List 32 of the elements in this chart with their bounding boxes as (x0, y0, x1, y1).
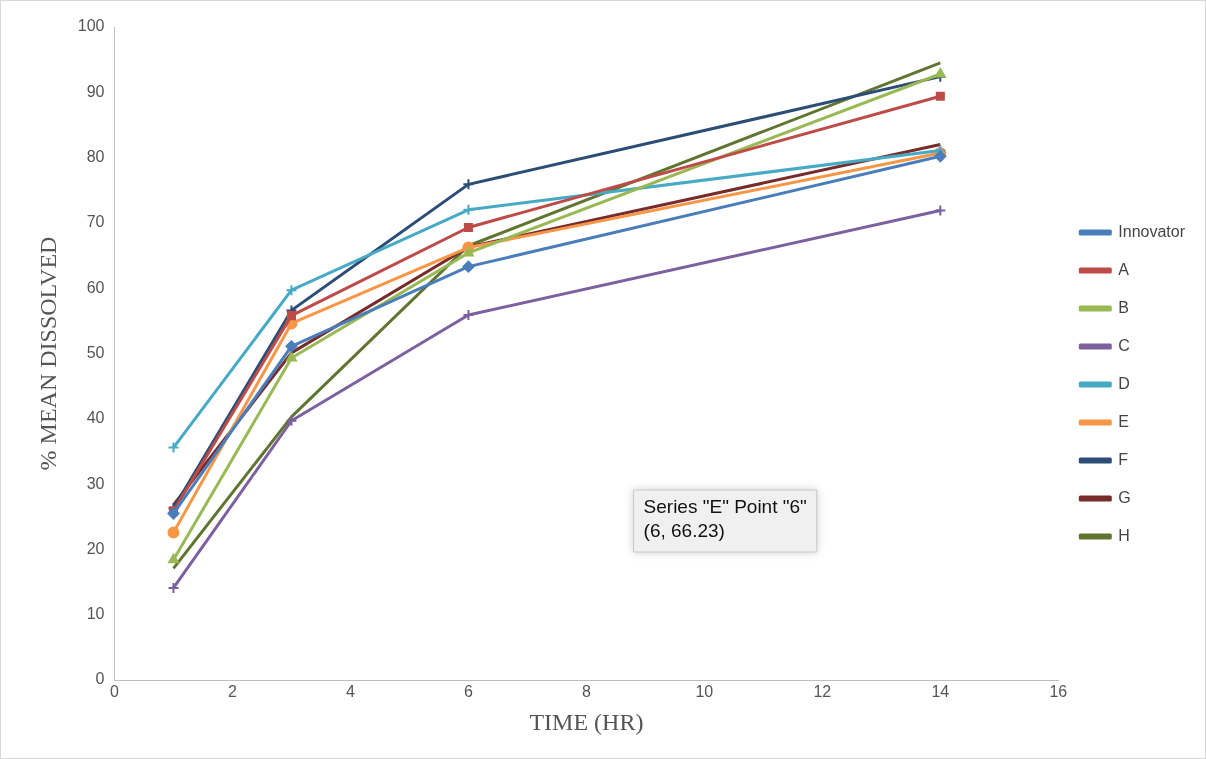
y-tick-label: 30 (86, 474, 105, 492)
y-tick-label: 50 (86, 343, 105, 361)
x-tick-label: 2 (228, 683, 238, 701)
y-tick-label: 10 (86, 605, 105, 623)
x-tick-label: 14 (931, 683, 950, 701)
x-tick-label: 0 (110, 683, 120, 701)
y-tick-label: 70 (86, 213, 105, 231)
x-axis-title: TIME (HR) (529, 708, 644, 735)
y-tick-label: 0 (95, 670, 105, 688)
x-tick-label: 8 (581, 683, 591, 701)
y-axis-title: % MEAN DISSOLVED (34, 236, 61, 471)
x-tick-label: 6 (463, 683, 473, 701)
x-tick-label: 4 (345, 683, 355, 701)
y-tick-label: 20 (86, 539, 105, 557)
legend-label: F (1118, 450, 1129, 468)
legend-label: D (1118, 374, 1130, 392)
legend-label: A (1118, 260, 1130, 278)
y-tick-label: 80 (86, 148, 105, 166)
y-tick-label: 100 (77, 17, 105, 35)
y-tick-label: 40 (86, 409, 105, 427)
x-tick-label: 16 (1049, 683, 1068, 701)
annotation: Series "E" Point "6" (6, 66.23) (643, 495, 807, 541)
legend-label: H (1118, 526, 1130, 544)
x-tick-label: 10 (695, 683, 714, 701)
y-tick-label: 60 (86, 278, 105, 296)
legend-label: G (1118, 488, 1131, 506)
legend-label: B (1118, 298, 1129, 316)
legend-label: E (1118, 412, 1129, 430)
legend-label: C (1118, 336, 1130, 354)
y-tick-label: 90 (86, 82, 105, 100)
x-tick-label: 12 (813, 683, 832, 701)
legend-label: Innovator (1118, 222, 1186, 240)
